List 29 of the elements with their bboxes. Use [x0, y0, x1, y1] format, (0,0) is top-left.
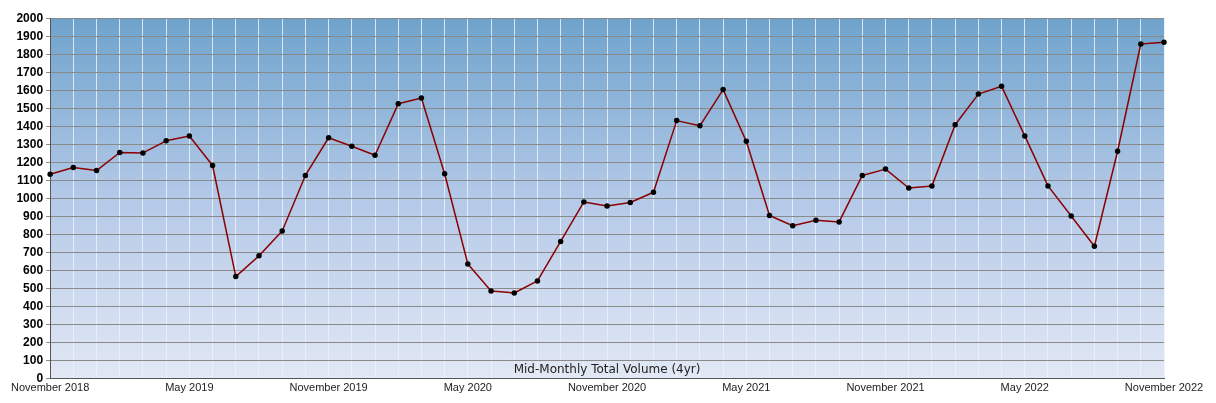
x-tick-label: November 2019	[289, 381, 368, 394]
y-tick-label: 500	[23, 280, 44, 295]
y-tick-label: 1700	[16, 64, 44, 79]
y-tick-label: 1500	[16, 100, 44, 115]
x-tick-label: November 2022	[1124, 381, 1204, 394]
x-tick-label: May 2019	[165, 381, 214, 394]
y-tick-label: 600	[23, 262, 44, 277]
text: Mid-Monthly Total Volume (4yr)	[513, 361, 701, 376]
y-tick-label: 1000	[16, 190, 44, 205]
x-tick-label: May 2022	[1000, 381, 1049, 394]
y-tick-label: 400	[23, 298, 44, 313]
y-tick-label: 300	[23, 317, 44, 332]
x-tick-label: November 2020	[567, 381, 647, 394]
y-tick-label: 1600	[16, 82, 44, 97]
y-tick-label: 1400	[16, 118, 44, 133]
y-tick-label: 700	[23, 244, 44, 259]
y-tick-label: 200	[23, 335, 44, 350]
y-tick-label: 1100	[17, 172, 44, 187]
x-tick-label: May 2020	[443, 381, 492, 394]
y-tick-label: 1900	[16, 28, 44, 43]
y-tick-label: 100	[23, 353, 44, 368]
y-tick-label: 1800	[16, 46, 44, 61]
y-tick-label: 1300	[16, 136, 44, 151]
y-tick-label: 2000	[16, 10, 44, 25]
y-tick-label: 800	[23, 226, 44, 241]
x-tick-label: May 2021	[722, 381, 771, 394]
y-tick-label: 900	[23, 208, 44, 223]
y-tick-label: 1200	[16, 154, 44, 169]
x-tick-label: November 2021	[846, 381, 925, 394]
